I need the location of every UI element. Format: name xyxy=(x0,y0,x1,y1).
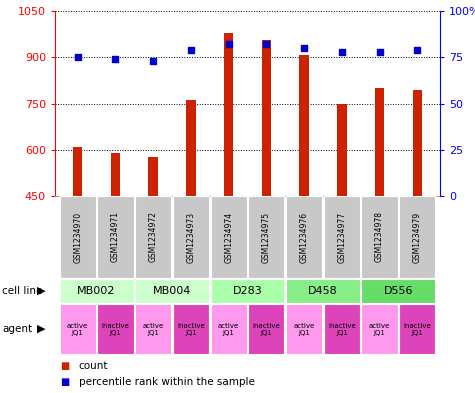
Point xyxy=(74,54,81,61)
Text: GSM1234978: GSM1234978 xyxy=(375,211,384,263)
Text: D556: D556 xyxy=(384,285,413,296)
Text: ▶: ▶ xyxy=(37,285,46,296)
Text: MB004: MB004 xyxy=(153,285,191,296)
Bar xyxy=(173,196,209,278)
Text: active
JQ1: active JQ1 xyxy=(67,323,88,336)
Text: inactive
JQ1: inactive JQ1 xyxy=(102,323,129,336)
Bar xyxy=(337,104,347,196)
Bar xyxy=(286,279,360,303)
Point xyxy=(376,49,383,55)
Bar xyxy=(135,279,209,303)
Text: active
JQ1: active JQ1 xyxy=(218,323,239,336)
Bar xyxy=(97,304,133,354)
Bar xyxy=(324,304,360,354)
Text: percentile rank within the sample: percentile rank within the sample xyxy=(79,376,255,387)
Bar xyxy=(148,156,158,196)
Bar xyxy=(111,153,120,196)
Point xyxy=(263,41,270,48)
Point xyxy=(112,56,119,62)
Point xyxy=(149,58,157,64)
Text: GSM1234975: GSM1234975 xyxy=(262,211,271,263)
Text: cell line: cell line xyxy=(2,285,43,296)
Point xyxy=(225,41,232,48)
Text: GSM1234976: GSM1234976 xyxy=(300,211,309,263)
Bar xyxy=(186,100,196,196)
Bar xyxy=(210,196,247,278)
Text: inactive
JQ1: inactive JQ1 xyxy=(253,323,280,336)
Bar xyxy=(248,196,285,278)
Point xyxy=(300,45,308,51)
Bar xyxy=(413,90,422,196)
Text: GSM1234971: GSM1234971 xyxy=(111,211,120,263)
Bar xyxy=(324,196,360,278)
Bar xyxy=(224,33,233,196)
Bar xyxy=(286,304,322,354)
Bar xyxy=(210,304,247,354)
Text: GSM1234970: GSM1234970 xyxy=(73,211,82,263)
Text: active
JQ1: active JQ1 xyxy=(294,323,315,336)
Text: MB002: MB002 xyxy=(77,285,116,296)
Bar xyxy=(59,196,96,278)
Text: count: count xyxy=(79,361,108,371)
Bar xyxy=(135,196,171,278)
Bar xyxy=(361,196,398,278)
Text: inactive
JQ1: inactive JQ1 xyxy=(328,323,356,336)
Bar xyxy=(399,196,436,278)
Text: ■: ■ xyxy=(60,376,69,387)
Text: GSM1234972: GSM1234972 xyxy=(149,211,158,263)
Text: active
JQ1: active JQ1 xyxy=(369,323,390,336)
Text: D283: D283 xyxy=(233,285,262,296)
Text: D458: D458 xyxy=(308,285,338,296)
Text: active
JQ1: active JQ1 xyxy=(142,323,164,336)
Text: GSM1234973: GSM1234973 xyxy=(186,211,195,263)
Text: inactive
JQ1: inactive JQ1 xyxy=(177,323,205,336)
Text: GSM1234979: GSM1234979 xyxy=(413,211,422,263)
Bar xyxy=(286,196,322,278)
Text: ▶: ▶ xyxy=(37,324,46,334)
Bar xyxy=(59,279,133,303)
Point xyxy=(414,47,421,53)
Bar xyxy=(173,304,209,354)
Bar xyxy=(248,304,285,354)
Text: ■: ■ xyxy=(60,361,69,371)
Text: inactive
JQ1: inactive JQ1 xyxy=(403,323,431,336)
Bar xyxy=(262,40,271,196)
Point xyxy=(338,49,346,55)
Bar xyxy=(299,55,309,196)
Text: GSM1234974: GSM1234974 xyxy=(224,211,233,263)
Bar xyxy=(59,304,96,354)
Bar xyxy=(73,147,82,196)
Bar xyxy=(97,196,133,278)
Text: agent: agent xyxy=(2,324,32,334)
Point xyxy=(187,47,195,53)
Bar xyxy=(375,88,384,196)
Bar xyxy=(210,279,285,303)
Bar xyxy=(135,304,171,354)
Bar xyxy=(361,279,436,303)
Bar xyxy=(361,304,398,354)
Text: GSM1234977: GSM1234977 xyxy=(337,211,346,263)
Bar xyxy=(399,304,436,354)
